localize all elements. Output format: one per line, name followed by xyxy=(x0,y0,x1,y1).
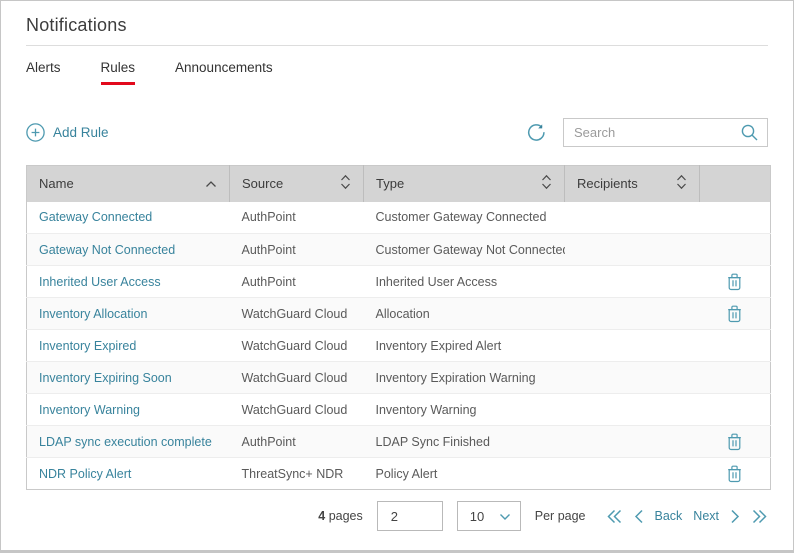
rule-source-cell: WatchGuard Cloud xyxy=(229,297,364,330)
rule-recipients-cell xyxy=(565,458,700,490)
table-row: Inventory Expired WatchGuard Cloud Inven… xyxy=(26,329,771,362)
sort-both-icon xyxy=(541,174,552,193)
rule-recipients-cell xyxy=(564,361,700,394)
back-link[interactable]: Back xyxy=(654,509,683,523)
title-divider xyxy=(26,45,768,46)
rule-type-cell: Inherited User Access xyxy=(363,265,565,298)
rule-type-cell: LDAP Sync Finished xyxy=(363,425,565,458)
prev-page-button[interactable] xyxy=(634,509,644,524)
rule-source-cell: WatchGuard Cloud xyxy=(229,361,364,394)
search-icon[interactable] xyxy=(740,123,759,142)
per-page-select[interactable]: 10 xyxy=(456,501,521,531)
rule-name-link[interactable]: Inventory Warning xyxy=(39,402,140,417)
rule-source-cell: AuthPoint xyxy=(229,265,364,298)
sort-both-icon xyxy=(676,174,687,193)
sort-both-icon xyxy=(340,174,351,193)
rules-table: Name Source xyxy=(26,165,771,490)
rule-name-link[interactable]: Gateway Connected xyxy=(39,210,153,225)
delete-rule-button[interactable] xyxy=(726,304,743,323)
pager-nav: Back Next xyxy=(606,509,769,524)
toolbar: Add Rule xyxy=(26,117,768,147)
table-row: Gateway Connected AuthPoint Customer Gat… xyxy=(26,201,771,234)
rule-recipients-cell xyxy=(564,329,700,362)
rule-name-link[interactable]: Inherited User Access xyxy=(39,274,161,289)
rule-type-cell: Policy Alert xyxy=(375,466,438,481)
tab-announcements[interactable]: Announcements xyxy=(175,60,273,75)
add-rule-label: Add Rule xyxy=(53,124,109,140)
rule-name-link[interactable]: Gateway Not Connected xyxy=(39,242,176,257)
tab-bar: Alerts Rules Announcements xyxy=(26,60,768,85)
plus-circle-icon xyxy=(26,122,45,142)
rule-source-cell: ThreatSync+ NDR xyxy=(241,466,344,481)
rule-source-cell: AuthPoint xyxy=(229,425,364,458)
rule-name-link[interactable]: LDAP sync execution complete xyxy=(39,434,212,449)
delete-rule-button[interactable] xyxy=(726,432,743,451)
rule-recipients-cell xyxy=(564,265,700,298)
rule-source-cell: WatchGuard Cloud xyxy=(229,393,364,426)
rule-type-cell: Inventory Expiration Warning xyxy=(363,361,565,394)
pages-count-label: 4 pages xyxy=(318,509,363,523)
per-page-label: Per page xyxy=(534,509,586,523)
rule-name-link[interactable]: Inventory Expired xyxy=(39,338,137,353)
rule-name-link[interactable]: Inventory Expiring Soon xyxy=(39,370,172,385)
sort-asc-icon xyxy=(205,176,217,191)
rule-source-cell: AuthPoint xyxy=(229,233,364,266)
rule-recipients-cell xyxy=(564,393,700,426)
rule-type-cell: Inventory Warning xyxy=(363,393,565,426)
rule-recipients-cell xyxy=(564,201,700,234)
rule-name-link[interactable]: Inventory Allocation xyxy=(39,306,148,321)
column-header-source[interactable]: Source xyxy=(229,165,364,202)
last-page-button[interactable] xyxy=(751,509,768,524)
rule-source-cell: AuthPoint xyxy=(229,201,364,234)
table-row: Inventory Allocation WatchGuard Cloud Al… xyxy=(26,297,771,330)
rule-recipients-cell xyxy=(564,297,700,330)
rule-recipients-cell xyxy=(564,425,700,458)
search-input[interactable] xyxy=(574,124,740,140)
rule-type-cell: Inventory Expired Alert xyxy=(363,329,565,362)
tab-alerts[interactable]: Alerts xyxy=(26,60,61,75)
table-row: LDAP sync execution complete AuthPoint L… xyxy=(26,425,771,458)
next-link[interactable]: Next xyxy=(693,509,719,523)
table-row: NDR Policy Alert ThreatSync+ NDR Policy … xyxy=(27,458,771,490)
pagination-bar: 4 pages 10 Per page Back Next xyxy=(26,501,768,531)
first-page-button[interactable] xyxy=(606,509,623,524)
current-page-input[interactable] xyxy=(376,501,443,531)
column-header-name[interactable]: Name xyxy=(26,165,230,202)
rule-type-cell: Allocation xyxy=(363,297,565,330)
rule-type-cell: Customer Gateway Connected xyxy=(363,201,565,234)
table-row: Inherited User Access AuthPoint Inherite… xyxy=(26,265,771,298)
table-body: Gateway Connected AuthPoint Customer Gat… xyxy=(26,201,771,490)
rule-source-cell: WatchGuard Cloud xyxy=(229,329,364,362)
delete-rule-button[interactable] xyxy=(726,272,743,291)
tab-rules[interactable]: Rules xyxy=(100,60,136,85)
table-header-row: Name Source xyxy=(26,165,771,202)
per-page-value: 10 xyxy=(469,508,485,524)
rule-recipients-cell xyxy=(564,233,700,266)
refresh-button[interactable] xyxy=(525,121,548,144)
chevron-down-icon xyxy=(499,509,511,524)
column-header-recipients[interactable]: Recipients xyxy=(564,165,700,202)
rule-name-link[interactable]: NDR Policy Alert xyxy=(39,466,132,481)
rule-type-cell: Customer Gateway Not Connected xyxy=(363,233,565,266)
column-header-type[interactable]: Type xyxy=(363,165,565,202)
add-rule-button[interactable]: Add Rule xyxy=(26,122,109,142)
table-row: Inventory Expiring Soon WatchGuard Cloud… xyxy=(26,361,771,394)
next-page-button[interactable] xyxy=(730,509,740,524)
table-row: Gateway Not Connected AuthPoint Customer… xyxy=(26,233,771,266)
column-header-actions xyxy=(699,165,771,202)
search-box xyxy=(563,117,768,147)
delete-rule-button[interactable] xyxy=(726,464,743,483)
table-row: Inventory Warning WatchGuard Cloud Inven… xyxy=(26,393,771,426)
page-title: Notifications xyxy=(26,15,127,35)
